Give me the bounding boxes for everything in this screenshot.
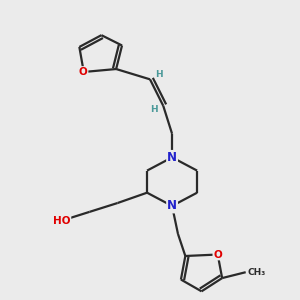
Text: O: O (213, 250, 222, 260)
Text: HO: HO (53, 216, 70, 226)
Text: CH₃: CH₃ (247, 268, 266, 277)
Text: N: N (167, 151, 177, 164)
Text: O: O (79, 67, 88, 77)
Text: N: N (167, 200, 177, 212)
Text: H: H (156, 70, 163, 80)
Text: H: H (150, 105, 158, 114)
